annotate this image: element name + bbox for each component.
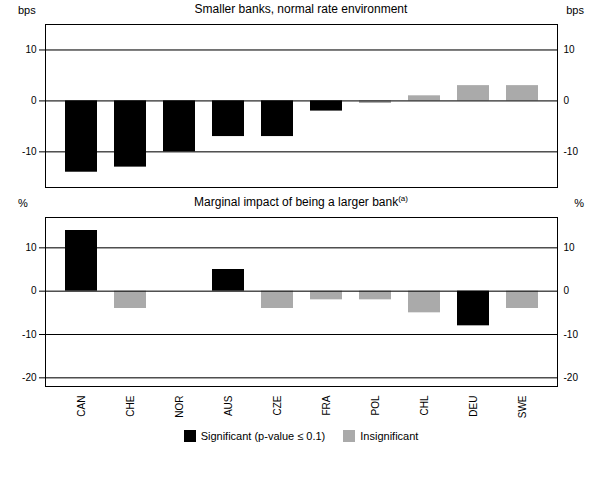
svg-text:CZE: CZE (272, 395, 283, 415)
svg-text:FRA: FRA (321, 395, 332, 415)
svg-text:CAN: CAN (76, 396, 87, 417)
svg-text:-10: -10 (564, 329, 579, 340)
html-text:Insignificant: Insignificant (360, 430, 419, 442)
svg-text:-10: -10 (564, 146, 579, 157)
svg-text:-20: -20 (22, 372, 37, 383)
html-text:Smaller banks, normal rate env: Smaller banks, normal rate environment (194, 2, 408, 16)
svg-text:10: 10 (25, 242, 37, 253)
svg-text:NOR: NOR (174, 396, 185, 418)
html-text:Marginal impact of being a lar: Marginal impact of being a larger bank(a… (194, 194, 408, 209)
svg-text:SWE: SWE (517, 395, 528, 418)
svg-text:-20: -20 (564, 372, 579, 383)
svg-text:0: 0 (564, 95, 570, 106)
svg-text:0: 0 (31, 95, 37, 106)
html-text:bps: bps (566, 4, 584, 16)
svg-text:DEU: DEU (468, 396, 479, 417)
svg-text:POL: POL (370, 395, 381, 415)
html-text:bps: bps (18, 4, 36, 16)
svg-text:0: 0 (564, 285, 570, 296)
svg-text:-10: -10 (22, 146, 37, 157)
svg-text:10: 10 (25, 44, 37, 55)
svg-text:0: 0 (31, 285, 37, 296)
svg-text:10: 10 (564, 44, 576, 55)
svg-text:-10: -10 (22, 329, 37, 340)
svg-text:AUS: AUS (223, 395, 234, 416)
svg-text:CHE: CHE (125, 395, 136, 416)
html-text:Significant (p-value ≤ 0.1): Significant (p-value ≤ 0.1) (200, 430, 326, 442)
svg-text:10: 10 (564, 242, 576, 253)
svg-text:CHL: CHL (419, 395, 430, 415)
